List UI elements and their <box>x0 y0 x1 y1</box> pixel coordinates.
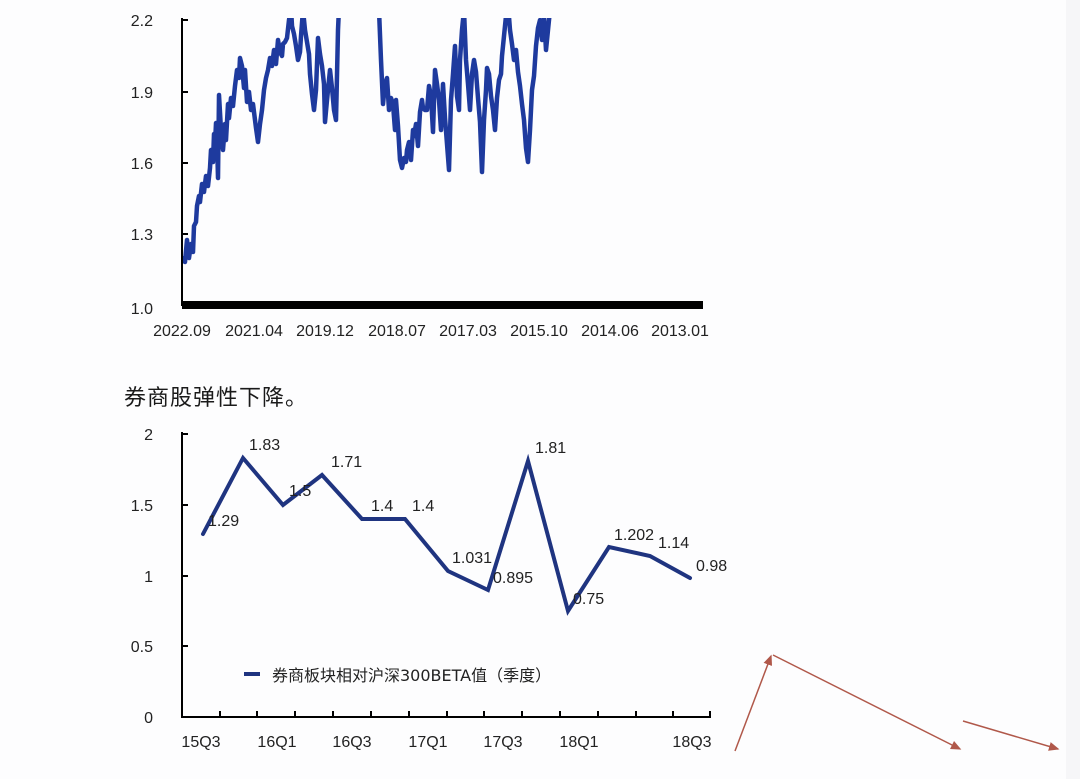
chart1-xtick: 2018.07 <box>368 323 426 340</box>
data-label: 1.031 <box>452 550 492 567</box>
chart1-xtick: 2015.10 <box>510 323 568 340</box>
data-label: 1.14 <box>658 535 689 552</box>
chart2-ytick: 1 <box>144 569 153 586</box>
chart2-ytick: 2 <box>144 427 153 444</box>
chart1-ytick: 1.0 <box>131 301 153 318</box>
chart1-xtick: 2017.03 <box>439 323 497 340</box>
data-label: 1.81 <box>535 440 566 457</box>
chart2-x-ticks <box>219 711 711 717</box>
chart2-xtick: 17Q1 <box>408 734 447 751</box>
chart2-ytick: 0.5 <box>131 639 153 656</box>
chart2-xtick: 18Q3 <box>672 734 711 751</box>
data-label: 1.4 <box>371 498 393 515</box>
chart2-ytick: 0 <box>144 710 153 727</box>
data-label: 0.75 <box>573 591 604 608</box>
chart2-legend: 券商板块相对沪深300BETA值（季度） <box>244 662 551 686</box>
legend-label: 券商板块相对沪深300BETA值（季度） <box>272 666 552 685</box>
data-label: 0.895 <box>493 570 533 587</box>
chart1-ytick: 1.6 <box>131 156 153 173</box>
chart2-xtick: 17Q3 <box>483 734 522 751</box>
chart2-xtick: 18Q1 <box>559 734 598 751</box>
arrow-up-icon <box>734 654 773 752</box>
chart1-xtick: 2019.12 <box>296 323 354 340</box>
legend-swatch <box>244 672 260 676</box>
chart2-ytick: 1.5 <box>131 498 153 515</box>
chart1-ytick: 1.9 <box>131 85 153 102</box>
chart1-xtick: 2022.09 <box>153 323 211 340</box>
data-label: 1.29 <box>208 513 239 530</box>
chart1-ytick: 1.3 <box>131 227 153 244</box>
data-label: 1.71 <box>331 454 362 471</box>
arrow-down-icon <box>772 654 962 750</box>
data-label: 1.83 <box>249 437 280 454</box>
chart2-xtick: 16Q1 <box>257 734 296 751</box>
arrow-down-icon <box>962 720 1060 751</box>
chart1-series-line <box>183 18 552 265</box>
chart1-xtick: 2013.01 <box>651 323 709 340</box>
annotation-arrows <box>734 654 1060 752</box>
chart2-series-line <box>201 453 692 616</box>
data-label: 0.98 <box>696 558 727 575</box>
data-label: 1.202 <box>614 527 654 544</box>
chart2-xtick: 16Q3 <box>332 734 371 751</box>
page-edge-shade <box>1066 0 1080 779</box>
chart1-xtick: 2021.04 <box>225 323 283 340</box>
chart1-x-axis <box>182 301 703 309</box>
chart1-xtick: 2014.06 <box>581 323 639 340</box>
data-label: 1.5 <box>289 483 311 500</box>
chart2-xtick: 15Q3 <box>181 734 220 751</box>
data-label: 1.4 <box>412 498 434 515</box>
caption-text: 券商股弹性下降。 <box>124 386 309 411</box>
chart1-ytick: 2.2 <box>131 13 153 30</box>
